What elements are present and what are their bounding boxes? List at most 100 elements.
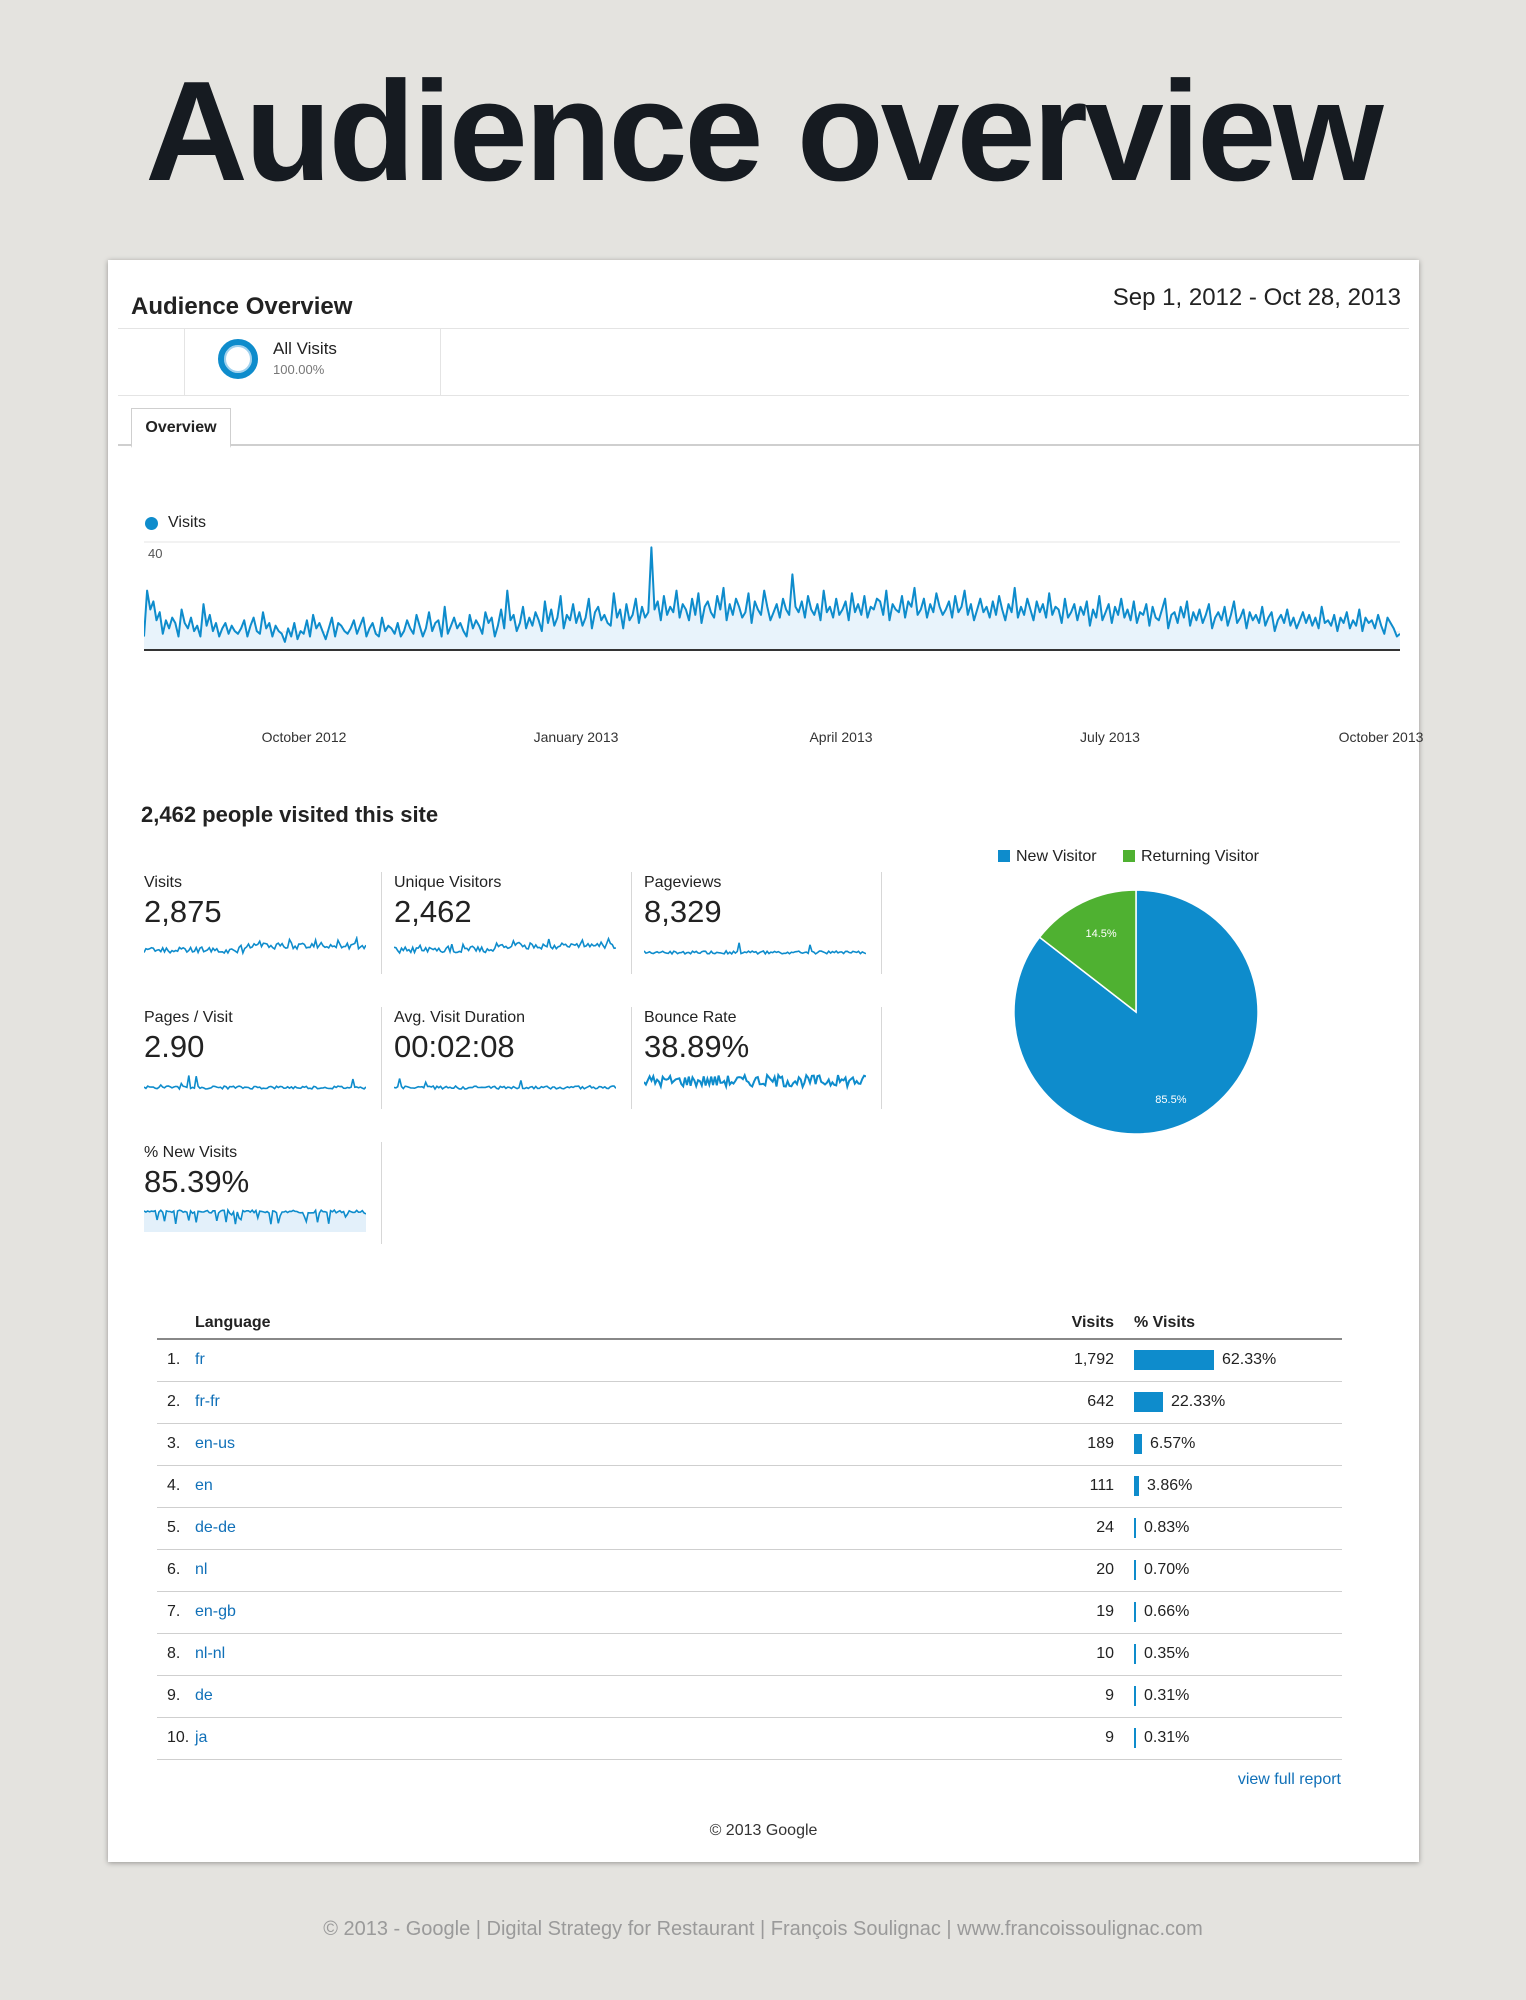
row-visits: 1,792 bbox=[1034, 1339, 1134, 1382]
row-visits: 642 bbox=[1034, 1381, 1134, 1424]
row-visits: 19 bbox=[1034, 1591, 1134, 1634]
row-pct-visits: 0.31% bbox=[1134, 1675, 1342, 1718]
metric-bounce-rate[interactable]: Bounce Rate 38.89% bbox=[644, 1009, 894, 1112]
table-row[interactable]: 4. en 111 3.86% bbox=[157, 1465, 1342, 1508]
metric-pct-new-visits[interactable]: % New Visits 85.39% bbox=[144, 1144, 394, 1247]
row-rank: 1. bbox=[157, 1339, 195, 1382]
x-tick-label: October 2012 bbox=[261, 729, 347, 745]
table-row[interactable]: 6. nl 20 0.70% bbox=[157, 1549, 1342, 1592]
language-link[interactable]: en bbox=[195, 1477, 213, 1494]
metric-sparkline bbox=[144, 936, 366, 956]
row-pct-visits: 62.33% bbox=[1134, 1339, 1342, 1382]
metric-label: Pages / Visit bbox=[144, 1009, 233, 1026]
visits-legend-dot-icon bbox=[145, 517, 158, 530]
language-header[interactable]: Language bbox=[195, 1309, 1034, 1340]
metric-label: Visits bbox=[144, 874, 182, 891]
metric-sparkline bbox=[644, 1072, 866, 1091]
language-link[interactable]: ja bbox=[195, 1729, 208, 1746]
sparkline-line bbox=[394, 1078, 616, 1091]
visits-area-fill bbox=[144, 547, 1400, 650]
table-row[interactable]: 2. fr-fr 642 22.33% bbox=[157, 1381, 1342, 1424]
metric-divider bbox=[381, 872, 382, 974]
pct-bar bbox=[1134, 1560, 1136, 1580]
metric-sparkline bbox=[144, 1207, 366, 1232]
row-language: ja bbox=[195, 1717, 1034, 1760]
table-row[interactable]: 8. nl-nl 10 0.35% bbox=[157, 1633, 1342, 1676]
row-pct-visits: 0.83% bbox=[1134, 1507, 1342, 1550]
row-visits: 20 bbox=[1034, 1549, 1134, 1592]
language-link[interactable]: fr bbox=[195, 1351, 205, 1369]
table-row[interactable]: 9. de 9 0.31% bbox=[157, 1675, 1342, 1718]
language-link[interactable]: nl bbox=[195, 1561, 208, 1578]
language-link[interactable]: de bbox=[195, 1687, 213, 1704]
pie-legend-new[interactable]: New Visitor bbox=[998, 848, 1097, 866]
row-visits: 9 bbox=[1034, 1717, 1134, 1760]
pct-bar bbox=[1134, 1728, 1136, 1748]
metric-avg-visit-duration[interactable]: Avg. Visit Duration 00:02:08 bbox=[394, 1009, 644, 1112]
row-language: fr-fr bbox=[195, 1381, 1034, 1424]
segment-divider bbox=[440, 329, 441, 395]
x-tick-label: October 2013 bbox=[1338, 729, 1424, 745]
metric-sparkline bbox=[394, 1078, 616, 1091]
metric-visits[interactable]: Visits 2,875 bbox=[144, 874, 394, 977]
view-full-report-link[interactable]: view full report bbox=[1237, 1771, 1341, 1788]
pct-visits-header[interactable]: % Visits bbox=[1134, 1309, 1342, 1340]
pct-bar bbox=[1134, 1476, 1139, 1496]
metric-divider bbox=[631, 1007, 632, 1109]
table-row[interactable]: 3. en-us 189 6.57% bbox=[157, 1423, 1342, 1466]
pct-bar bbox=[1134, 1350, 1214, 1371]
segment-ring-icon[interactable] bbox=[218, 339, 258, 379]
visits-line-chart[interactable] bbox=[144, 540, 1400, 652]
y-tick-label: 40 bbox=[148, 546, 163, 561]
table-row[interactable]: 1. fr 1,792 62.33% bbox=[157, 1339, 1342, 1382]
metric-label: % New Visits bbox=[144, 1144, 238, 1161]
pie-legend-label: New Visitor bbox=[1016, 848, 1097, 865]
pct-value: 0.83% bbox=[1144, 1519, 1190, 1536]
visitor-type-pie-chart[interactable]: 85.5% 14.5% bbox=[1010, 886, 1262, 1138]
pie-legend-label: Returning Visitor bbox=[1141, 848, 1259, 865]
report-card: Audience Overview Sep 1, 2012 - Oct 28, … bbox=[108, 260, 1423, 1862]
row-language: nl bbox=[195, 1549, 1034, 1592]
metric-label: Avg. Visit Duration bbox=[394, 1009, 526, 1026]
pct-value: 3.86% bbox=[1147, 1477, 1193, 1494]
pct-bar bbox=[1134, 1686, 1136, 1706]
metric-unique-visitors[interactable]: Unique Visitors 2,462 bbox=[394, 874, 644, 977]
metric-value: 2,462 bbox=[394, 894, 472, 929]
language-link[interactable]: nl-nl bbox=[195, 1645, 226, 1662]
report-copyright: © 2013 Google bbox=[709, 1822, 818, 1839]
metric-value: 00:02:08 bbox=[394, 1029, 515, 1064]
table-row[interactable]: 10. ja 9 0.31% bbox=[157, 1717, 1342, 1760]
table-row[interactable]: 7. en-gb 19 0.66% bbox=[157, 1591, 1342, 1634]
visits-legend-label[interactable]: Visits bbox=[168, 514, 206, 531]
language-link[interactable]: en-us bbox=[195, 1435, 236, 1452]
metric-pageviews[interactable]: Pageviews 8,329 bbox=[644, 874, 894, 977]
visits-header[interactable]: Visits bbox=[1034, 1309, 1134, 1340]
row-pct-visits: 6.57% bbox=[1134, 1423, 1342, 1466]
metric-divider bbox=[881, 872, 882, 974]
pie-legend-returning[interactable]: Returning Visitor bbox=[1123, 848, 1259, 866]
x-tick-label: July 2013 bbox=[1080, 729, 1140, 745]
segment-label[interactable]: All Visits bbox=[273, 339, 337, 358]
tab-overview[interactable]: Overview bbox=[131, 408, 231, 448]
language-table: Language Visits % Visits 1. fr 1,792 62.33%… bbox=[157, 1309, 1342, 1760]
date-range-picker[interactable]: Sep 1, 2012 - Oct 28, 2013 bbox=[1112, 284, 1401, 311]
sparkline-line bbox=[144, 1207, 366, 1225]
legend-swatch-icon bbox=[998, 850, 1010, 862]
row-visits: 111 bbox=[1034, 1465, 1134, 1508]
metric-label: Pageviews bbox=[644, 874, 722, 891]
metric-pages-per-visit[interactable]: Pages / Visit 2.90 bbox=[144, 1009, 394, 1112]
row-language: en-us bbox=[195, 1423, 1034, 1466]
sparkline-line bbox=[144, 936, 366, 956]
table-row[interactable]: 5. de-de 24 0.83% bbox=[157, 1507, 1342, 1550]
pie-slice-returning-visitor[interactable] bbox=[1038, 889, 1137, 1014]
pct-bar bbox=[1134, 1518, 1136, 1538]
language-link[interactable]: en-gb bbox=[195, 1603, 236, 1620]
pct-bar bbox=[1134, 1434, 1142, 1454]
row-visits: 10 bbox=[1034, 1633, 1134, 1676]
row-rank: 8. bbox=[157, 1633, 195, 1676]
report-title: Audience Overview bbox=[131, 293, 353, 320]
segment-divider bbox=[184, 329, 185, 395]
language-link[interactable]: de-de bbox=[195, 1519, 236, 1536]
metric-label: Bounce Rate bbox=[644, 1009, 737, 1026]
language-link[interactable]: fr-fr bbox=[195, 1393, 220, 1410]
